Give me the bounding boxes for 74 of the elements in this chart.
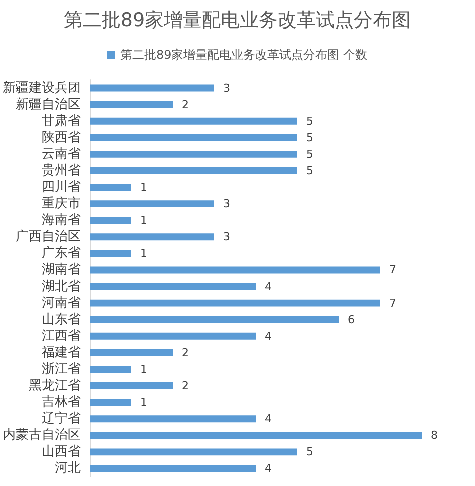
data-label: 3 <box>224 230 230 244</box>
data-label: 1 <box>140 396 148 410</box>
bar <box>90 184 132 191</box>
data-label: 5 <box>306 446 314 459</box>
bar <box>90 134 298 142</box>
y-tick-label: 浙江省 <box>42 362 81 377</box>
y-tick-label: 甘肃省 <box>42 114 81 129</box>
bar <box>90 432 422 440</box>
data-label: 1 <box>140 247 148 260</box>
data-label: 5 <box>306 164 314 178</box>
bar <box>90 349 173 356</box>
y-tick-label: 山东省 <box>42 312 81 328</box>
data-label: 7 <box>390 264 396 277</box>
bar <box>90 217 132 224</box>
data-label: 6 <box>348 313 355 326</box>
bar <box>90 316 339 324</box>
bar <box>90 84 214 92</box>
data-label: 5 <box>306 131 314 144</box>
data-label: 5 <box>306 148 314 161</box>
bar <box>90 168 298 174</box>
bar <box>90 332 256 340</box>
y-tick-label: 辽宁省 <box>42 410 81 427</box>
data-label: 2 <box>182 98 189 112</box>
data-label: 3 <box>224 198 230 211</box>
data-label: 4 <box>265 330 272 343</box>
bar <box>90 283 256 290</box>
y-tick-label: 湖北省 <box>42 279 81 294</box>
data-label: 2 <box>182 346 189 360</box>
data-label: 2 <box>182 380 189 393</box>
bar <box>90 416 256 423</box>
bar <box>90 399 132 406</box>
y-tick-label: 新疆建设兵团 <box>3 80 81 96</box>
bar <box>90 250 132 258</box>
y-tick-label: 海南省 <box>42 213 81 228</box>
y-tick-label: 河南省 <box>42 296 81 311</box>
bar <box>90 150 298 158</box>
data-label: 4 <box>265 462 272 476</box>
bar <box>90 266 380 274</box>
y-tick-label: 江西省 <box>42 328 81 344</box>
y-tick-label: 重庆市 <box>42 196 81 212</box>
y-tick-label: 吉林省 <box>42 395 81 410</box>
bar <box>90 366 132 373</box>
data-label: 1 <box>140 362 148 376</box>
y-tick-label: 广西自治区 <box>16 230 81 245</box>
chart-title: 第二批89家增量配电业务改革试点分布图 <box>64 10 412 32</box>
data-label: 7 <box>390 296 396 310</box>
y-tick-label: 山西省 <box>42 444 81 460</box>
data-label: 5 <box>306 114 314 128</box>
y-tick-label: 云南省 <box>42 146 81 162</box>
y-tick-label: 福建省 <box>42 345 81 360</box>
data-label: 4 <box>265 412 272 426</box>
data-label: 4 <box>265 280 272 294</box>
y-tick-label: 河北 <box>55 461 81 476</box>
y-tick-label: 新疆自治区 <box>16 97 81 112</box>
y-tick-label: 广东省 <box>42 246 81 262</box>
bar <box>90 382 173 390</box>
y-tick-label: 陕西省 <box>42 130 81 146</box>
legend-label: 第二批89家增量配电业务改革试点分布图 个数 <box>120 48 368 62</box>
bar <box>90 101 173 108</box>
data-label: 1 <box>140 214 148 228</box>
y-tick-label: 四川省 <box>42 180 81 196</box>
data-label: 1 <box>140 181 148 194</box>
bar <box>90 234 214 241</box>
y-tick-label: 湖南省 <box>42 262 81 278</box>
y-tick-label: 贵州省 <box>42 163 81 178</box>
data-label: 8 <box>431 429 438 442</box>
bar <box>90 118 298 125</box>
y-tick-label: 黑龙江省 <box>29 378 81 394</box>
data-label: 3 <box>224 82 230 95</box>
bar <box>90 200 214 208</box>
bar <box>90 300 380 307</box>
bar <box>90 465 256 472</box>
bar <box>90 448 298 456</box>
y-tick-label: 内蒙古自治区 <box>3 428 81 444</box>
